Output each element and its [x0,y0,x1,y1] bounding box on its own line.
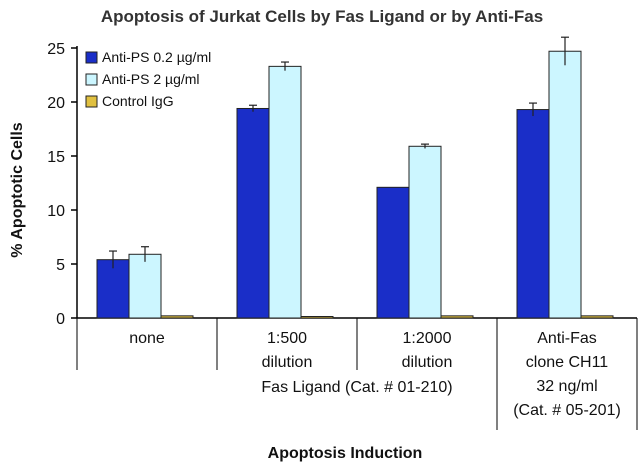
bar [580,315,614,319]
y-tick-label: 5 [56,257,65,274]
group-label: Fas Ligand (Cat. # 01-210) [261,379,452,396]
category-label: 1:500 [267,330,307,347]
y-axis-title: % Apoptotic Cells [9,122,26,258]
legend-label: Anti-PS 0.2 µg/ml [102,49,211,65]
category-label: Anti-Fas [537,330,597,347]
y-tick-label: 15 [47,149,65,166]
category-label: clone CH11 [526,354,609,371]
legend-swatch [85,95,98,108]
category-label: 32 ng/ml [536,378,597,395]
legend-swatch [85,51,98,64]
bar [440,315,474,319]
bar [516,109,550,319]
plot-area: 0 5 10 15 20 25 [47,36,637,328]
bar [300,316,334,319]
legend-label: Anti-PS 2 µg/ml [102,71,200,87]
x-axis-title: Apoptosis Induction [268,445,423,462]
y-tick-label: 10 [47,203,65,220]
bar [548,50,582,319]
bar [408,145,442,319]
chart-title: Apoptosis of Jurkat Cells by Fas Ligand … [101,7,543,26]
y-tick-label: 20 [47,95,65,112]
y-tick-label: 0 [56,311,65,328]
category-label: 1:2000 [403,330,452,347]
category-label: dilution [262,354,313,371]
legend: Anti-PS 0.2 µg/ml Anti-PS 2 µg/ml Control … [85,49,211,109]
bar [128,253,162,319]
bar [236,107,270,319]
legend-label: Control IgG [102,93,174,109]
category-label: dilution [402,354,453,371]
bar [376,186,410,319]
legend-swatch [85,73,98,86]
bar [160,315,194,319]
bar [96,259,130,319]
y-tick-label: 25 [47,41,65,58]
category-area: none 1:500 dilution 1:2000 dilution Anti-Fas c… [76,318,638,430]
category-label: (Cat. # 05-201) [513,402,621,419]
category-label: none [129,330,165,347]
bar [268,65,302,319]
